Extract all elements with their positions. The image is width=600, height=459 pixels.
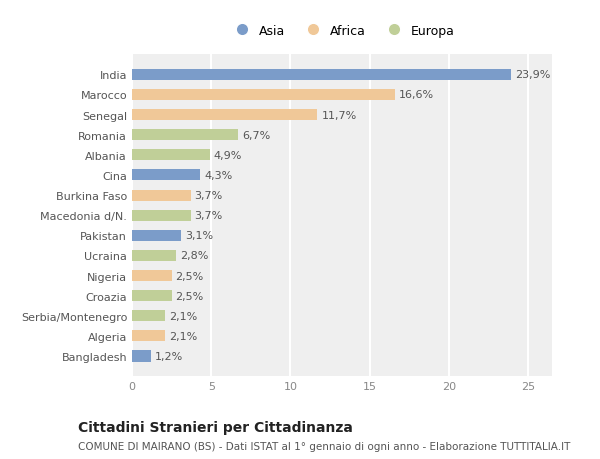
- Bar: [132, 110, 317, 121]
- Bar: [132, 250, 176, 262]
- Text: 3,1%: 3,1%: [185, 231, 213, 241]
- Text: 1,2%: 1,2%: [155, 351, 183, 361]
- Bar: [132, 330, 165, 341]
- Text: 2,8%: 2,8%: [181, 251, 209, 261]
- Text: COMUNE DI MAIRANO (BS) - Dati ISTAT al 1° gennaio di ogni anno - Elaborazione TU: COMUNE DI MAIRANO (BS) - Dati ISTAT al 1…: [78, 441, 571, 451]
- Legend: Asia, Africa, Europa: Asia, Africa, Europa: [224, 20, 460, 43]
- Text: 3,7%: 3,7%: [194, 211, 223, 221]
- Bar: [132, 70, 511, 81]
- Text: 4,3%: 4,3%: [204, 171, 232, 180]
- Text: 2,1%: 2,1%: [169, 311, 197, 321]
- Bar: [132, 270, 172, 281]
- Bar: [132, 210, 191, 221]
- Text: 2,5%: 2,5%: [176, 271, 204, 281]
- Bar: [132, 90, 395, 101]
- Bar: [132, 170, 200, 181]
- Bar: [132, 190, 191, 201]
- Bar: [132, 130, 238, 141]
- Text: 2,1%: 2,1%: [169, 331, 197, 341]
- Text: 23,9%: 23,9%: [515, 70, 550, 80]
- Text: 4,9%: 4,9%: [214, 151, 242, 161]
- Bar: [132, 291, 172, 302]
- Text: 11,7%: 11,7%: [322, 110, 356, 120]
- Text: 6,7%: 6,7%: [242, 130, 271, 140]
- Text: Cittadini Stranieri per Cittadinanza: Cittadini Stranieri per Cittadinanza: [78, 420, 353, 434]
- Bar: [132, 351, 151, 362]
- Bar: [132, 150, 209, 161]
- Bar: [132, 311, 165, 322]
- Text: 3,7%: 3,7%: [194, 190, 223, 201]
- Bar: [132, 230, 181, 241]
- Text: 2,5%: 2,5%: [176, 291, 204, 301]
- Text: 16,6%: 16,6%: [399, 90, 434, 100]
